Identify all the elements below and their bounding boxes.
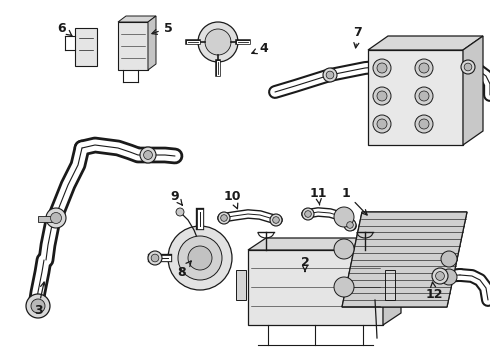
Circle shape [373, 87, 391, 105]
Circle shape [334, 277, 354, 297]
Polygon shape [148, 16, 156, 70]
Circle shape [461, 60, 475, 74]
FancyBboxPatch shape [75, 28, 97, 66]
Circle shape [270, 214, 282, 226]
Text: 7: 7 [354, 26, 363, 48]
Circle shape [419, 63, 429, 73]
FancyBboxPatch shape [38, 216, 58, 222]
Polygon shape [368, 36, 483, 50]
Text: 6: 6 [58, 22, 72, 36]
Polygon shape [383, 238, 401, 325]
Circle shape [464, 63, 472, 71]
Circle shape [198, 22, 238, 62]
Circle shape [148, 251, 162, 265]
Circle shape [436, 271, 444, 280]
Circle shape [31, 299, 45, 313]
Circle shape [205, 29, 231, 55]
Circle shape [46, 208, 66, 228]
FancyBboxPatch shape [248, 250, 383, 325]
Circle shape [419, 91, 429, 101]
Circle shape [347, 222, 353, 228]
Circle shape [26, 294, 50, 318]
Circle shape [377, 119, 387, 129]
Circle shape [305, 211, 311, 217]
Circle shape [415, 115, 433, 133]
Circle shape [419, 119, 429, 129]
Text: 11: 11 [309, 186, 327, 205]
Circle shape [188, 246, 212, 270]
Polygon shape [463, 36, 483, 145]
Circle shape [218, 212, 230, 224]
Text: 3: 3 [34, 282, 46, 316]
Circle shape [415, 87, 433, 105]
Text: 5: 5 [152, 22, 172, 35]
Circle shape [176, 208, 184, 216]
Text: 2: 2 [301, 256, 309, 271]
Circle shape [151, 254, 159, 262]
Text: 12: 12 [425, 282, 443, 302]
Circle shape [441, 251, 457, 267]
FancyBboxPatch shape [385, 270, 395, 300]
Circle shape [50, 212, 62, 224]
Text: 9: 9 [171, 189, 182, 205]
Circle shape [344, 219, 356, 231]
Circle shape [140, 147, 156, 163]
Polygon shape [118, 16, 156, 22]
Circle shape [377, 91, 387, 101]
Circle shape [178, 236, 222, 280]
Circle shape [415, 59, 433, 77]
Polygon shape [248, 238, 401, 250]
Circle shape [373, 115, 391, 133]
FancyBboxPatch shape [368, 50, 463, 145]
Text: 8: 8 [178, 261, 191, 279]
FancyBboxPatch shape [236, 270, 246, 300]
Circle shape [373, 59, 391, 77]
Circle shape [323, 68, 337, 82]
Text: 10: 10 [223, 189, 241, 209]
FancyBboxPatch shape [118, 22, 148, 70]
Circle shape [273, 217, 279, 223]
Circle shape [334, 207, 354, 227]
Circle shape [432, 268, 448, 284]
Circle shape [168, 226, 232, 290]
Polygon shape [342, 212, 467, 307]
Circle shape [334, 239, 354, 259]
Text: 1: 1 [342, 186, 367, 215]
Circle shape [144, 150, 152, 159]
Circle shape [302, 208, 314, 220]
Circle shape [377, 63, 387, 73]
Circle shape [441, 269, 457, 285]
Polygon shape [342, 212, 467, 307]
Circle shape [220, 215, 227, 221]
Text: 4: 4 [252, 41, 269, 54]
Circle shape [326, 71, 334, 79]
